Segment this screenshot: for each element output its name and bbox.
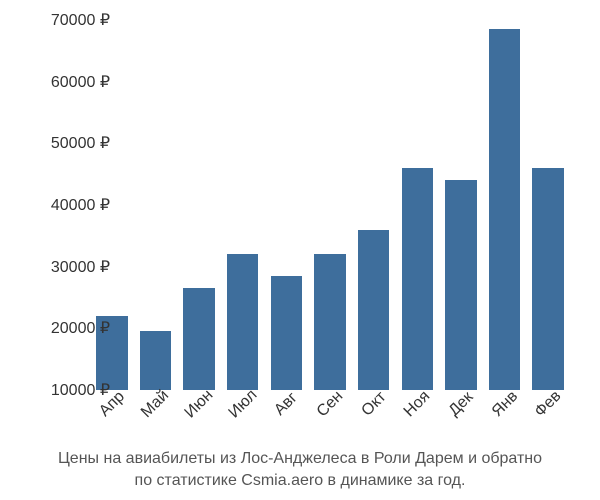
x-tick-label: Янв xyxy=(488,388,521,421)
bar xyxy=(271,276,302,390)
bar xyxy=(402,168,433,390)
bar xyxy=(445,180,476,390)
caption-line-1: Цены на авиабилеты из Лос-Анджелеса в Ро… xyxy=(58,450,542,467)
y-tick-label: 40000 ₽ xyxy=(51,195,110,215)
x-tick-label: Ноя xyxy=(401,388,434,421)
bar xyxy=(140,331,171,390)
y-tick-label: 60000 ₽ xyxy=(51,72,110,92)
chart-caption: Цены на авиабилеты из Лос-Анджелеса в Ро… xyxy=(0,448,600,491)
x-tick-label: Июл xyxy=(225,387,261,423)
x-tick-label: Окт xyxy=(358,388,390,420)
plot-area xyxy=(90,20,570,390)
y-tick-label: 20000 ₽ xyxy=(51,318,110,338)
bar xyxy=(183,288,214,390)
caption-line-2: по статистике Csmia.aero в динамике за г… xyxy=(135,472,466,489)
x-tick-label: Дек xyxy=(445,389,477,421)
bar xyxy=(227,254,258,390)
price-chart: Цены на авиабилеты из Лос-Анджелеса в Ро… xyxy=(0,0,600,500)
bar xyxy=(358,230,389,390)
bar xyxy=(314,254,345,390)
x-tick-label: Авг xyxy=(272,389,302,419)
bar xyxy=(489,29,520,390)
y-tick-label: 70000 ₽ xyxy=(51,10,110,30)
x-tick-label: Сен xyxy=(314,388,347,421)
y-tick-label: 30000 ₽ xyxy=(51,257,110,277)
bar xyxy=(532,168,563,390)
y-tick-label: 10000 ₽ xyxy=(51,380,110,400)
x-tick-label: Фев xyxy=(532,388,566,422)
y-tick-label: 50000 ₽ xyxy=(51,133,110,153)
x-tick-label: Май xyxy=(138,387,173,422)
x-tick-label: Июн xyxy=(182,387,218,423)
